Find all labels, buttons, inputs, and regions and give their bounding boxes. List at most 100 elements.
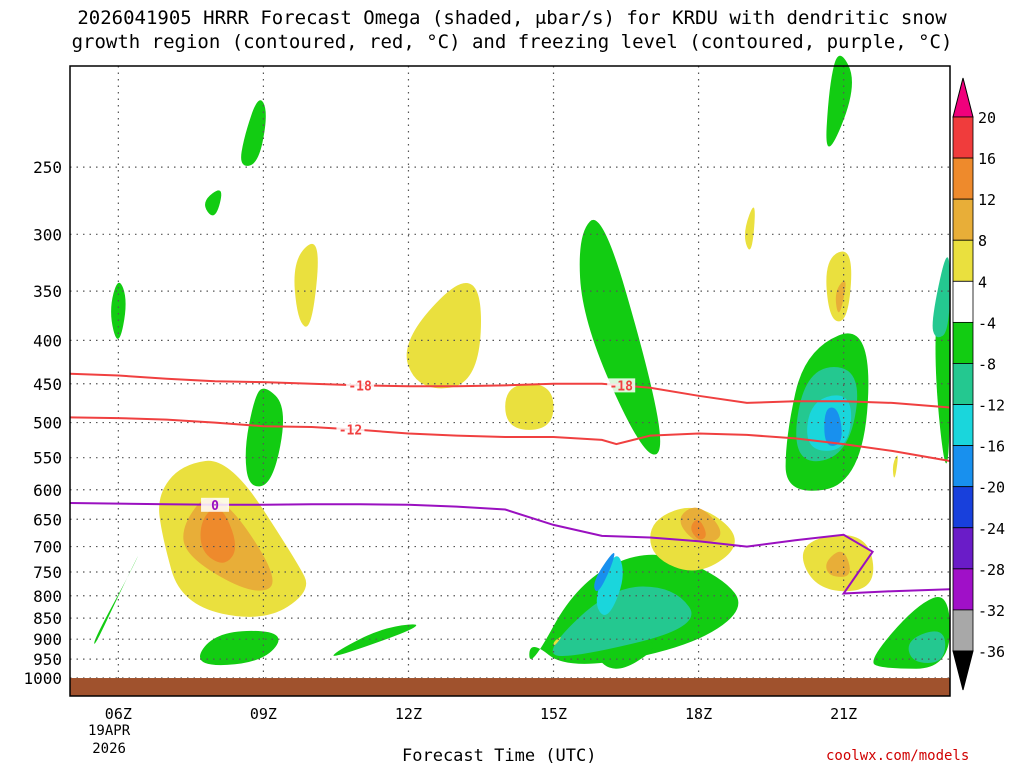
- y-tick-700: 700: [33, 538, 62, 557]
- y-axis: 250 300 350 400 450 500 550 600 650 700 750 800 850 9…: [23, 158, 62, 688]
- start-date-day: 19APR: [88, 723, 131, 739]
- omega-region-3: [205, 190, 222, 216]
- colorbar-swatch-1: [952, 157, 974, 200]
- colorbar-swatch-10: [952, 527, 974, 570]
- credit-link[interactable]: coolwx.com/models: [826, 748, 970, 764]
- colorbar-bottom-arrow: [952, 650, 974, 691]
- colorbar-label-4: 4: [978, 273, 987, 291]
- start-date: 19APR 2026: [88, 722, 130, 758]
- colorbar-swatch-4: [952, 280, 974, 323]
- x-tick-21Z: 21Z: [830, 705, 857, 723]
- x-axis-label: Forecast Time (UTC): [402, 746, 597, 766]
- x-tick-18Z: 18Z: [685, 705, 712, 723]
- y-tick-950: 950: [33, 650, 62, 669]
- colorbar-label-10: -24: [978, 520, 1005, 538]
- grid-lines: [70, 66, 950, 696]
- colorbar-label-6: -8: [978, 355, 996, 373]
- omega-region-23: [406, 282, 481, 389]
- colorbar-label-12: -32: [978, 602, 1005, 620]
- omega-region-6: [826, 55, 852, 147]
- omega-region-29: [744, 207, 755, 250]
- y-tick-250: 250: [33, 158, 62, 177]
- x-tick-15Z: 15Z: [540, 705, 567, 723]
- omega-region-36: [200, 508, 236, 563]
- omega-region-17: [908, 631, 946, 663]
- colorbar-swatch-3: [952, 239, 974, 282]
- omega-region-15: [552, 586, 692, 656]
- x-axis: 06Z 09Z 12Z 15Z 18Z 21Z: [105, 705, 857, 723]
- ground-fill: [70, 678, 950, 696]
- contour-line-0: [69, 372, 951, 409]
- contour-label-bg-1-0: [336, 422, 365, 437]
- omega-region-16: [932, 257, 950, 338]
- y-tick-800: 800: [33, 587, 62, 606]
- colorbar-swatch-8: [952, 445, 974, 488]
- x-tick-06Z: 06Z: [105, 705, 132, 723]
- y-tick-450: 450: [33, 375, 62, 394]
- title-line-1: 2026041905 HRRR Forecast Omega (shaded, …: [77, 7, 947, 29]
- omega-region-20: [824, 407, 842, 446]
- title-line-2: growth region (contoured, red, °C) and f…: [71, 31, 953, 53]
- y-tick-850: 850: [33, 609, 62, 628]
- y-tick-750: 750: [33, 563, 62, 582]
- colorbar-label-8: -16: [978, 438, 1005, 456]
- omega-region-0: [245, 388, 284, 487]
- colorbar-label-3: 8: [978, 232, 987, 250]
- colorbar-label-13: -36: [978, 643, 1005, 661]
- contour-label-1-0: -12: [339, 423, 362, 438]
- y-tick-1000: 1000: [23, 669, 62, 688]
- ground-band: [70, 678, 950, 696]
- omega-region-10: [333, 624, 417, 656]
- contour-lines: -18 -18 -12 0: [69, 372, 951, 595]
- contour-label-0-1: -18: [609, 379, 633, 394]
- contour-line-2: [69, 502, 951, 595]
- colorbar-swatch-11: [952, 568, 974, 611]
- y-tick-500: 500: [33, 414, 62, 433]
- colorbar-top-arrow: [952, 77, 974, 118]
- colorbar: 20 16 12 8 4 -4 -8 -12 -16 -20 -24 -28 -32 -36: [952, 77, 1005, 691]
- omega-region-1: [111, 282, 126, 339]
- y-tick-350: 350: [33, 282, 62, 301]
- colorbar-label-7: -12: [978, 397, 1005, 415]
- y-tick-600: 600: [33, 481, 62, 500]
- contour-label-bg-0-0: [346, 378, 375, 393]
- x-tick-12Z: 12Z: [395, 705, 422, 723]
- y-tick-400: 400: [33, 331, 62, 350]
- y-tick-550: 550: [33, 449, 62, 468]
- colorbar-swatch-7: [952, 404, 974, 447]
- x-tick-09Z: 09Z: [250, 705, 277, 723]
- colorbar-label-0: 20: [978, 109, 996, 127]
- colorbar-swatch-12: [952, 609, 974, 652]
- colorbar-label-9: -20: [978, 479, 1005, 497]
- colorbar-label-1: 16: [978, 150, 996, 168]
- contour-label-bg-2-0: [201, 497, 230, 512]
- chart-title: 2026041905 HRRR Forecast Omega (shaded, …: [0, 6, 1024, 54]
- colorbar-swatch-6: [952, 363, 974, 405]
- omega-region-4: [579, 219, 661, 455]
- omega-region-24: [505, 383, 554, 430]
- colorbar-swatch-2: [952, 198, 974, 241]
- omega-region-31: [892, 455, 898, 478]
- contour-label-bg-0-1: [607, 378, 636, 393]
- omega-region-11: [600, 638, 654, 669]
- omega-region-2: [241, 100, 266, 166]
- contour-label-2-0: 0: [211, 499, 219, 514]
- omega-regions: [94, 55, 950, 669]
- start-date-year: 2026: [92, 741, 126, 757]
- contour-label-0-0: -18: [348, 379, 372, 394]
- y-tick-650: 650: [33, 510, 62, 529]
- omega-region-35: [835, 281, 846, 313]
- omega-region-19: [596, 556, 623, 615]
- colorbar-label-11: -28: [978, 561, 1005, 579]
- omega-region-37: [691, 519, 706, 540]
- contour-line-1: [69, 416, 951, 462]
- colorbar-swatch-5: [952, 321, 974, 364]
- y-tick-300: 300: [33, 225, 62, 244]
- omega-region-28: [294, 243, 318, 327]
- colorbar-label-2: 12: [978, 191, 996, 209]
- colorbar-swatch-9: [952, 486, 974, 529]
- omega-region-8: [94, 555, 138, 644]
- omega-region-34: [826, 551, 850, 577]
- colorbar-label-5: -4: [978, 314, 996, 332]
